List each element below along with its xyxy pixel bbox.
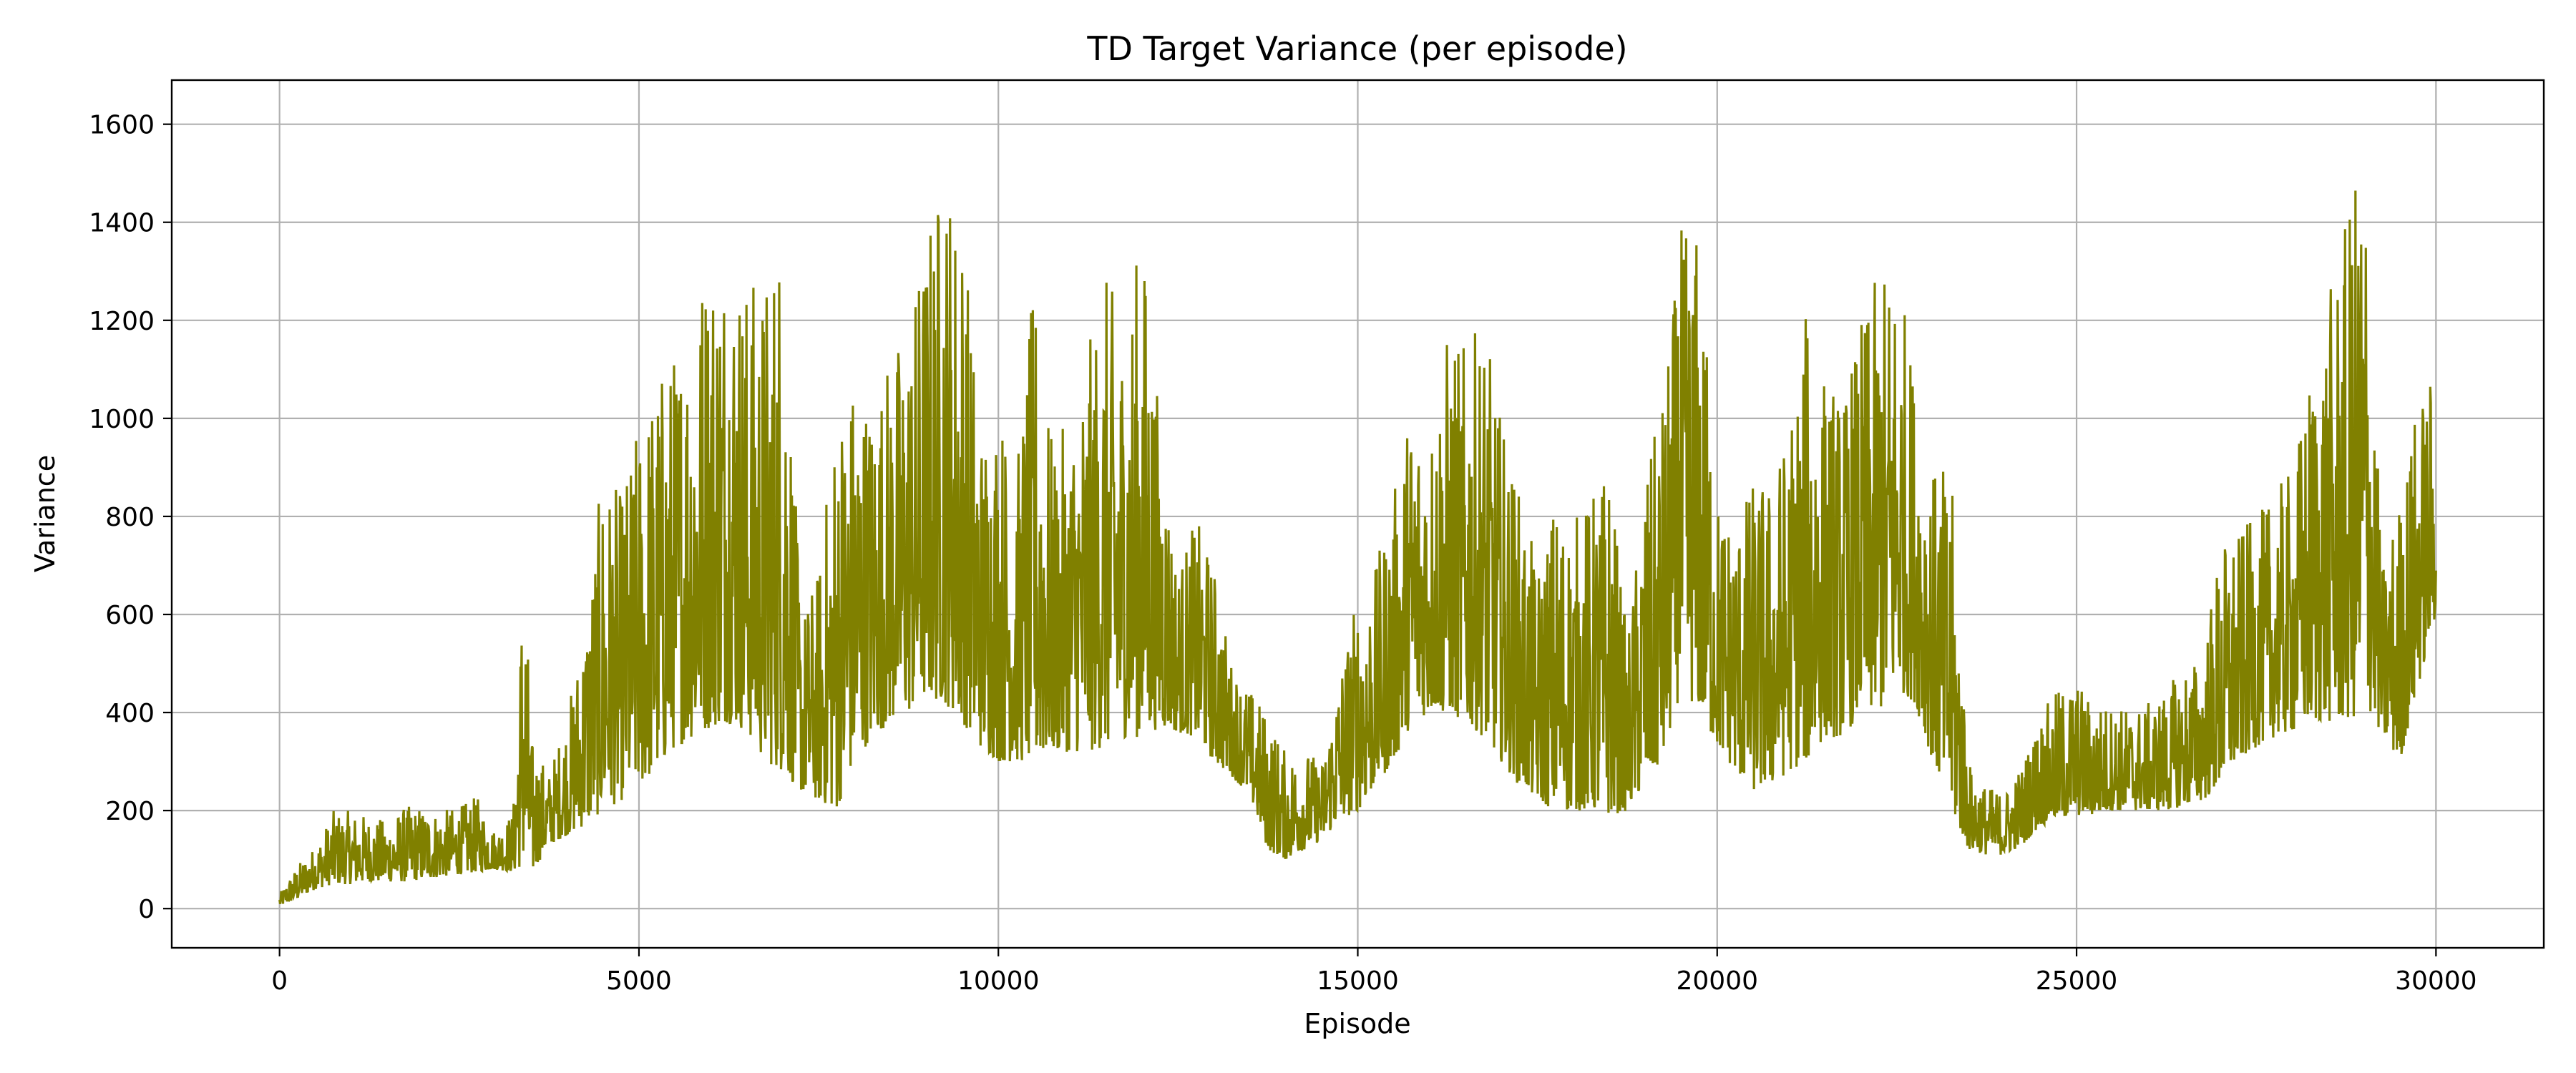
x-tick-label: 20000 bbox=[1677, 966, 1759, 996]
x-tick-label: 30000 bbox=[2395, 966, 2477, 996]
y-tick-label: 1200 bbox=[89, 307, 155, 336]
x-axis-label: Episode bbox=[1304, 1008, 1410, 1039]
y-tick-label: 400 bbox=[105, 699, 155, 728]
ticks: 0 5000 10000 15000 20000 25000 30000 0 200 400 600… bbox=[89, 111, 2477, 996]
x-tick-label: 15000 bbox=[1317, 966, 1399, 996]
y-tick-label: 600 bbox=[105, 601, 155, 630]
x-tick-label: 10000 bbox=[957, 966, 1040, 996]
y-axis-label: Variance bbox=[29, 455, 61, 572]
series-line bbox=[278, 190, 2437, 904]
plot-area bbox=[278, 190, 2437, 904]
y-tick-label: 0 bbox=[138, 895, 155, 924]
y-tick-label: 1000 bbox=[89, 405, 155, 434]
y-tick-label: 200 bbox=[105, 797, 155, 826]
x-tick-label: 25000 bbox=[2036, 966, 2118, 996]
y-tick-label: 800 bbox=[105, 503, 155, 532]
y-tick-label: 1600 bbox=[89, 111, 155, 140]
x-tick-label: 0 bbox=[271, 966, 288, 996]
x-tick-label: 5000 bbox=[606, 966, 672, 996]
y-tick-label: 1400 bbox=[89, 209, 155, 238]
chart-title: TD Target Variance (per episode) bbox=[1086, 29, 1627, 68]
